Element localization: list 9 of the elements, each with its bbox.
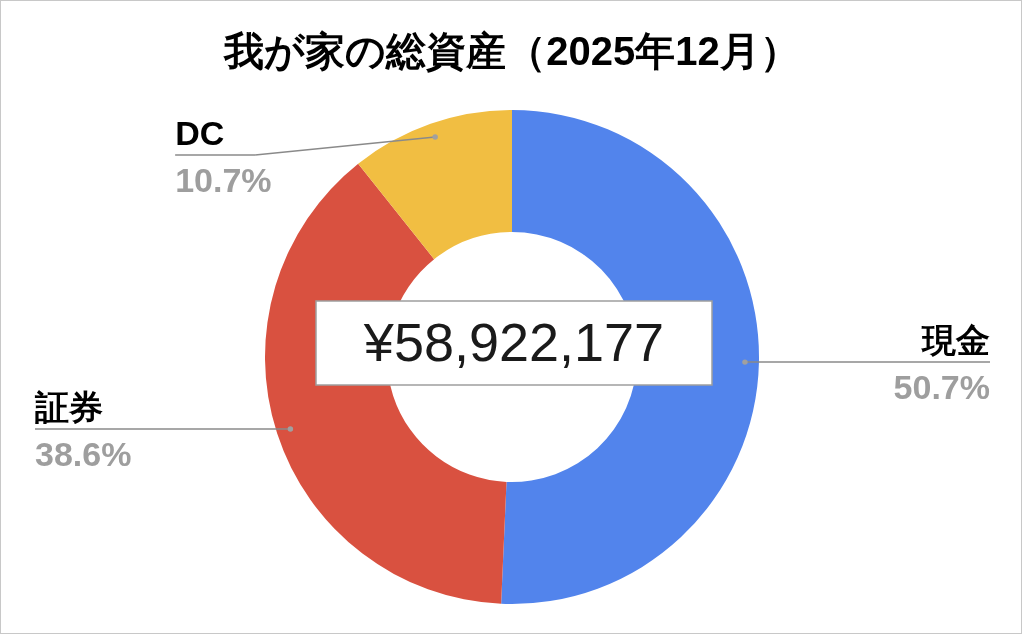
text: ¥58,922,177 xyxy=(362,312,665,372)
slice-label: 証券 xyxy=(34,388,103,426)
slice-label: DC xyxy=(175,114,225,152)
data-label: 50.7% xyxy=(893,368,990,407)
chart-title: 我が家の総資産（2025年12月） xyxy=(223,29,800,73)
data-label: 10.7% xyxy=(175,161,272,199)
data-label: 38.6% xyxy=(35,435,132,473)
donut-slice xyxy=(358,110,512,260)
slice-label: 現金 xyxy=(921,321,990,360)
